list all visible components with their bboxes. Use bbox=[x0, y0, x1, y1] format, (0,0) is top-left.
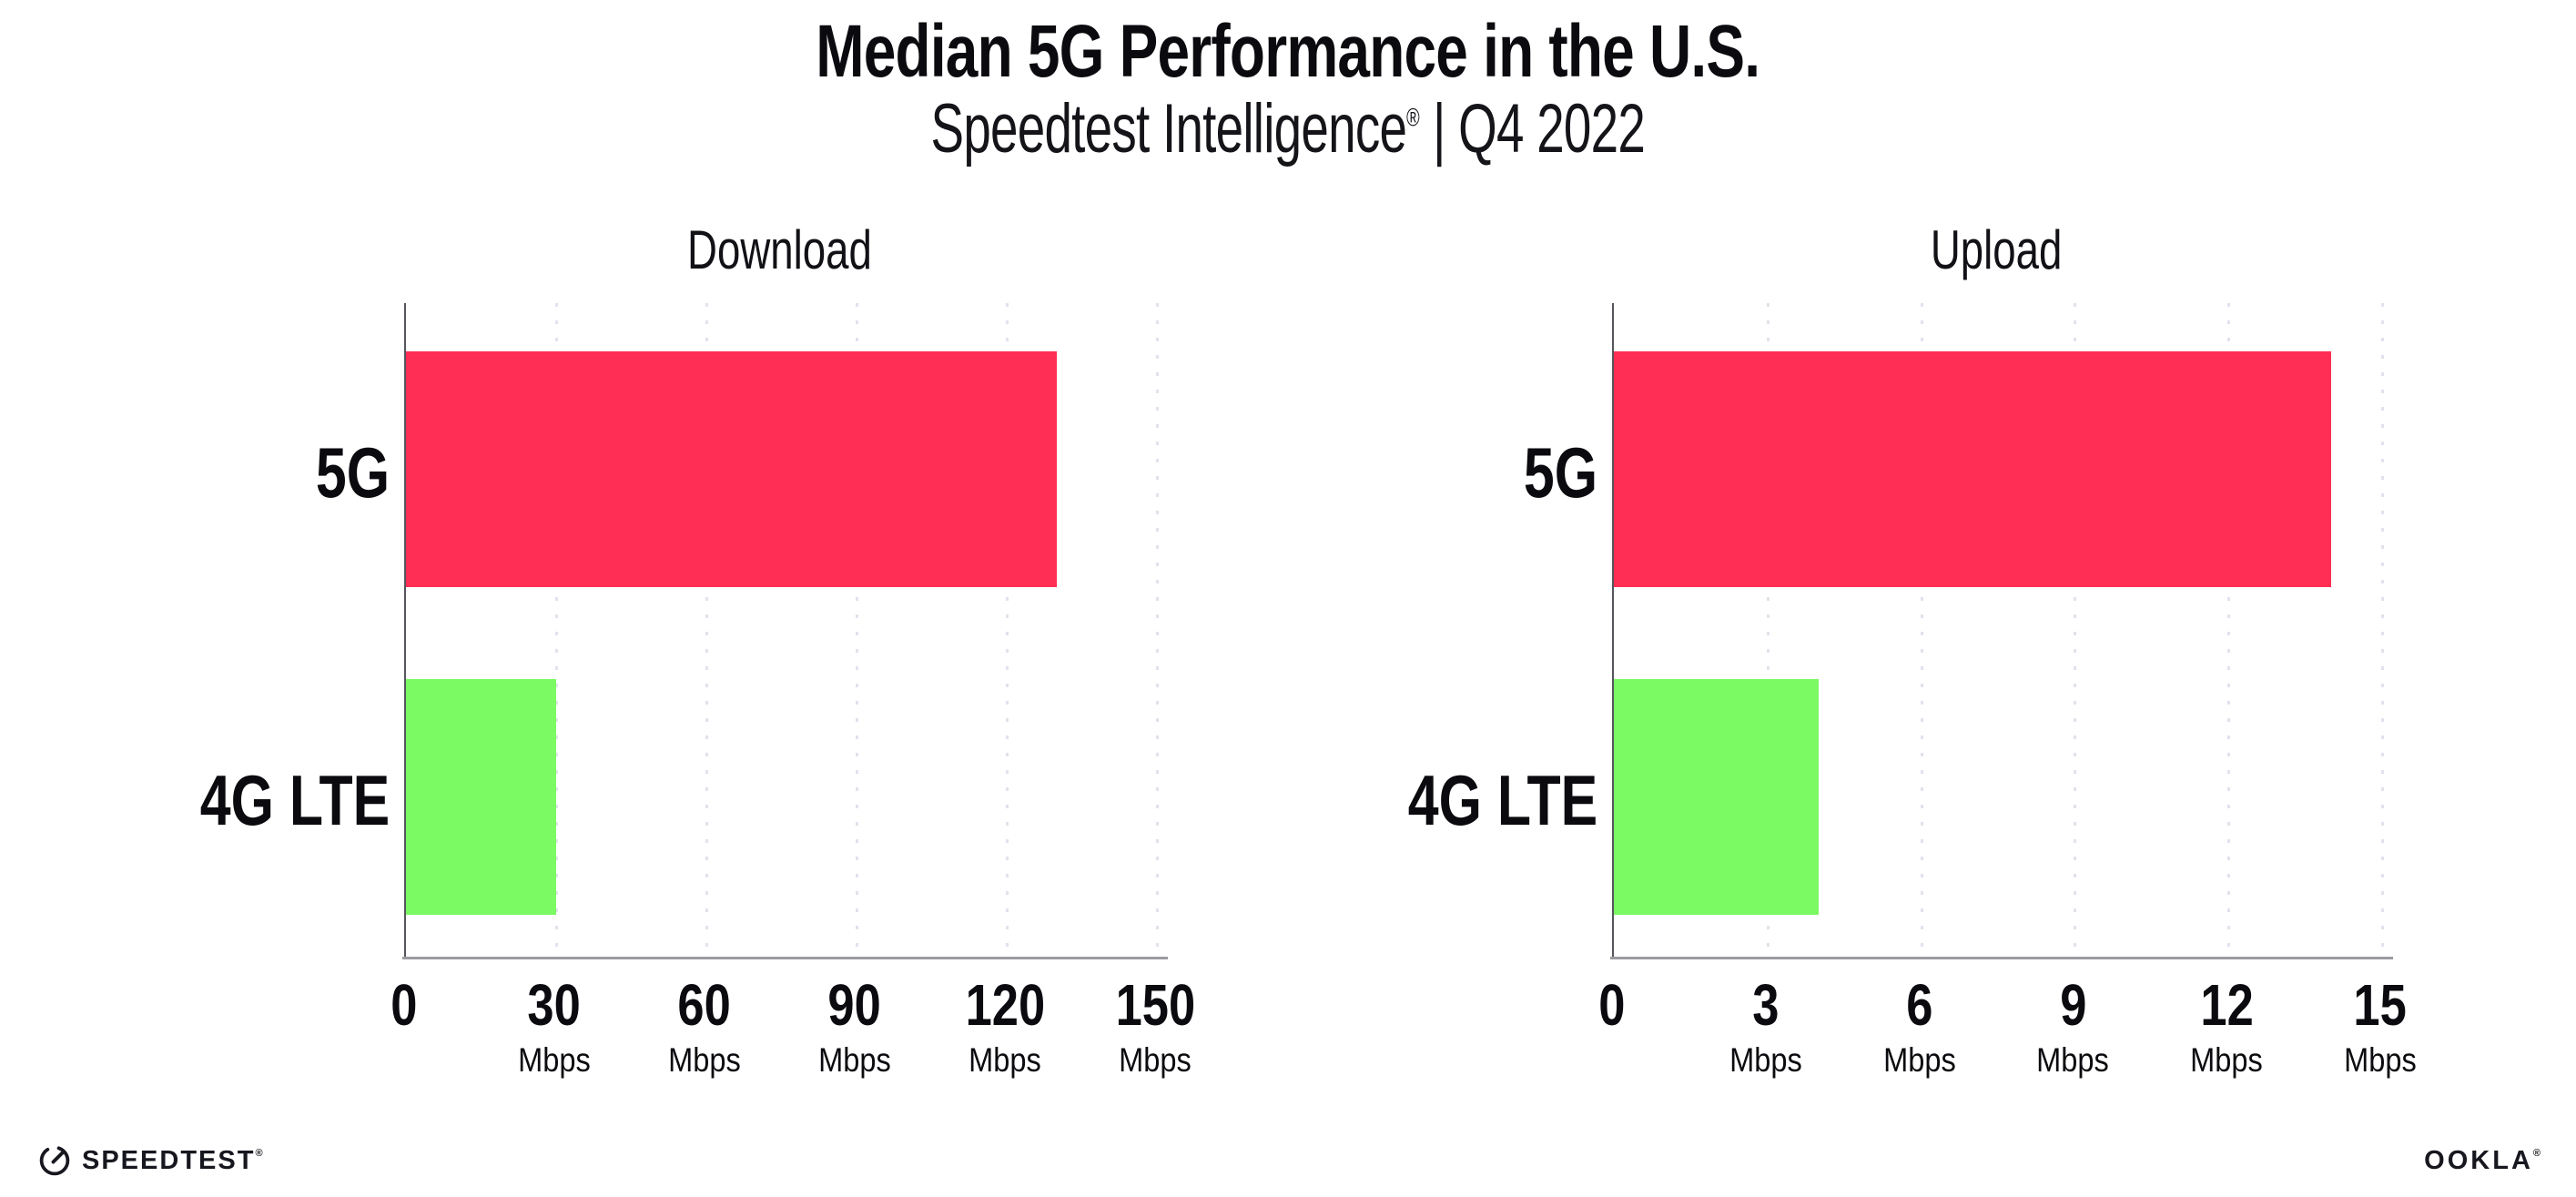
category-label-text: 5G bbox=[315, 431, 390, 512]
x-axis-upload bbox=[1610, 957, 2393, 959]
tick-value: 60 bbox=[677, 972, 732, 1038]
chart-title-upload: Upload bbox=[1612, 218, 2380, 281]
tick-value: 15 bbox=[2353, 972, 2408, 1038]
chart-title-text: Download bbox=[687, 219, 872, 280]
gridline bbox=[1766, 303, 1770, 959]
tick-unit: Mbps bbox=[2036, 1041, 2110, 1079]
x-axis-download bbox=[402, 957, 1168, 959]
gridline bbox=[1156, 303, 1159, 959]
category-label-5g-upload: 5G bbox=[1252, 431, 1597, 514]
speedtest-registered-mark: ® bbox=[255, 1147, 265, 1159]
ookla-wordmark: OOKLA® bbox=[2424, 1146, 2543, 1175]
subtitle-brand: Speedtest Intelligence bbox=[930, 90, 1407, 167]
page-title-text: Median 5G Performance in the U.S. bbox=[816, 10, 1761, 93]
tick-label-9-upload: 9 Mbps bbox=[1991, 976, 2155, 1077]
tick-unit: Mbps bbox=[2190, 1041, 2263, 1079]
tick-label-150-download: 150 Mbps bbox=[1073, 976, 1237, 1077]
plot-area-upload bbox=[1612, 303, 2384, 959]
tick-value: 3 bbox=[1752, 972, 1780, 1038]
tick-label-30-download: 30 Mbps bbox=[472, 976, 636, 1077]
category-label-text: 4G LTE bbox=[1407, 759, 1597, 840]
subtitle-period: | Q4 2022 bbox=[1419, 90, 1646, 167]
tick-unit: Mbps bbox=[668, 1041, 741, 1079]
bar-4g-lte-upload bbox=[1614, 679, 1820, 915]
gridline bbox=[705, 303, 708, 959]
bar-5g-upload bbox=[1614, 351, 2331, 587]
tick-unit: Mbps bbox=[1882, 1041, 1956, 1079]
tick-unit: Mbps bbox=[969, 1041, 1041, 1079]
page-subtitle-text: Speedtest Intelligence® | Q4 2022 bbox=[931, 89, 1646, 168]
gridline bbox=[2074, 303, 2077, 959]
gridline bbox=[1920, 303, 1923, 959]
speedtest-wordmark: SPEEDTEST® bbox=[82, 1146, 265, 1176]
tick-label-120-download: 120 Mbps bbox=[923, 976, 1087, 1077]
tick-value: 90 bbox=[827, 972, 882, 1038]
ookla-logo: OOKLA® bbox=[2424, 1146, 2543, 1176]
tick-label-3-upload: 3 Mbps bbox=[1684, 976, 1848, 1077]
plot-area-download bbox=[404, 303, 1159, 959]
category-label-text: 4G LTE bbox=[199, 759, 390, 840]
tick-label-60-download: 60 Mbps bbox=[623, 976, 786, 1077]
chart-title-text: Upload bbox=[1930, 219, 2063, 280]
category-label-5g-download: 5G bbox=[44, 431, 390, 514]
page-subtitle: Speedtest Intelligence® | Q4 2022 bbox=[0, 89, 2576, 168]
tick-value: 150 bbox=[1115, 972, 1195, 1038]
tick-label-90-download: 90 Mbps bbox=[773, 976, 937, 1077]
ookla-registered-mark: ® bbox=[2532, 1147, 2543, 1159]
tick-unit: Mbps bbox=[2344, 1041, 2417, 1079]
gauge-icon bbox=[39, 1145, 70, 1176]
tick-label-0-upload: 0 bbox=[1530, 976, 1694, 1034]
bar-4g-lte-download bbox=[406, 679, 556, 915]
speedtest-logo: SPEEDTEST® bbox=[38, 1144, 265, 1177]
tick-label-15-upload: 15 Mbps bbox=[2298, 976, 2462, 1077]
category-label-4g-lte-upload: 4G LTE bbox=[1252, 759, 1597, 842]
tick-value: 0 bbox=[1598, 972, 1626, 1038]
category-label-text: 5G bbox=[1523, 431, 1597, 512]
tick-value: 0 bbox=[390, 972, 418, 1038]
tick-unit: Mbps bbox=[1729, 1041, 1802, 1079]
gridline bbox=[2381, 303, 2384, 959]
tick-label-0-download: 0 bbox=[322, 976, 486, 1034]
tick-unit: Mbps bbox=[518, 1041, 591, 1079]
ookla-label: OOKLA bbox=[2424, 1145, 2533, 1175]
category-label-4g-lte-download: 4G LTE bbox=[44, 759, 390, 842]
tick-value: 120 bbox=[965, 972, 1045, 1038]
tick-unit: Mbps bbox=[818, 1041, 891, 1079]
tick-label-6-upload: 6 Mbps bbox=[1838, 976, 2002, 1077]
gridline bbox=[2227, 303, 2231, 959]
tick-value: 6 bbox=[1906, 972, 1933, 1038]
gridline bbox=[555, 303, 558, 959]
tick-unit: Mbps bbox=[1119, 1041, 1192, 1079]
registered-mark: ® bbox=[1406, 103, 1420, 132]
footer: SPEEDTEST® OOKLA® bbox=[38, 1141, 2543, 1181]
page-title: Median 5G Performance in the U.S. bbox=[0, 9, 2576, 95]
gridline bbox=[1006, 303, 1009, 959]
gridline bbox=[856, 303, 858, 959]
tick-value: 9 bbox=[2059, 972, 2086, 1038]
tick-value: 12 bbox=[2200, 972, 2254, 1038]
bar-5g-download bbox=[406, 351, 1057, 587]
tick-label-12-upload: 12 Mbps bbox=[2145, 976, 2308, 1077]
chart-title-download: Download bbox=[404, 218, 1155, 281]
tick-value: 30 bbox=[527, 972, 582, 1038]
speedtest-label: SPEEDTEST bbox=[82, 1145, 256, 1175]
